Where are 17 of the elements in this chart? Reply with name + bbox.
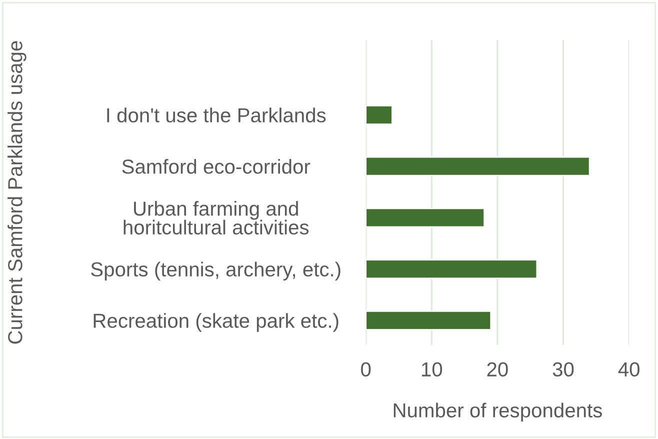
- x-axis-title: Number of respondents: [394, 402, 602, 422]
- y-tick-label: Recreation (skate park etc.): [94, 313, 338, 332]
- bar: [366, 259, 538, 279]
- y-tick-label: Samford eco-corridor: [122, 159, 310, 174]
- x-tick-label: 20: [487, 362, 508, 377]
- y-axis-title: Current Samford Parklands usage: [8, 41, 26, 344]
- y-tick-label: Urban farming and horitcultural activities: [124, 200, 309, 235]
- bar: [366, 105, 393, 125]
- x-tick-label: 0: [361, 362, 371, 377]
- bar: [366, 208, 485, 228]
- y-tick-label: Sports (tennis, archery, etc.): [91, 262, 340, 281]
- bar: [366, 310, 492, 330]
- x-tick-label: 10: [422, 362, 442, 377]
- y-tick-label: I don't use the Parklands: [107, 108, 326, 122]
- bar: [366, 156, 590, 176]
- x-tick-label: 40: [618, 362, 640, 377]
- x-tick-label: 30: [552, 362, 574, 377]
